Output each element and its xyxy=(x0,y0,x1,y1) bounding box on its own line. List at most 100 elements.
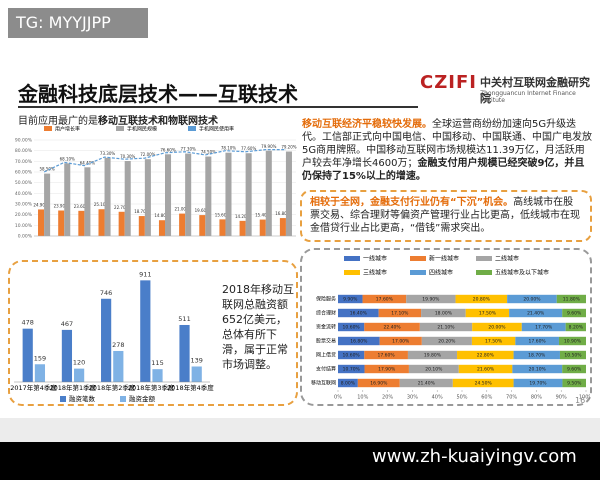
logo-mark: CZIFI xyxy=(420,72,477,93)
bar-segment xyxy=(379,336,422,346)
data-label: 467 xyxy=(61,320,73,328)
data-label: 17.00% xyxy=(392,339,410,345)
data-label: 278 xyxy=(112,341,124,349)
legend-label: 四线城市 xyxy=(429,269,453,277)
data-label: 23.60% xyxy=(74,204,89,209)
y-tick-label: 综合理财 xyxy=(316,310,336,317)
data-label: 22.70% xyxy=(114,205,129,210)
data-label: 746 xyxy=(100,289,112,297)
data-label: 79.20% xyxy=(281,145,296,150)
bar-segment xyxy=(562,364,586,374)
data-label: 77.60% xyxy=(241,146,256,151)
bar xyxy=(279,218,286,236)
bar-segment xyxy=(565,322,586,332)
line xyxy=(43,149,286,173)
data-label: 10.90% xyxy=(564,339,582,345)
bar xyxy=(225,152,232,236)
bar xyxy=(140,280,151,382)
paragraph: 移动互联经济平稳较快发展。全球运营商纷纷加速向5G升级迭代。工信部正式向中国电信… xyxy=(302,118,592,183)
bar xyxy=(158,220,165,236)
x-tick-label: 2018年第2季度 xyxy=(89,383,136,392)
bar-segment xyxy=(458,364,513,374)
legend-swatch xyxy=(410,270,426,275)
bar xyxy=(205,156,212,236)
y-tick-label: 30.00% xyxy=(15,202,33,208)
data-label: 24.50% xyxy=(475,381,493,387)
bar-segment xyxy=(558,336,586,346)
data-label: 64.40% xyxy=(80,160,95,165)
band xyxy=(0,418,600,442)
y-tick-label: 网上借贷 xyxy=(316,352,336,359)
bar-segment xyxy=(513,350,560,360)
legend-label: 五线城市及以下城市 xyxy=(495,269,549,277)
y-tick-label: 20.00% xyxy=(15,212,33,218)
text: 全球运营商纷纷加速向5G升级迭代。工信部正式向中国电信、中国移动、中国联通、中国… xyxy=(302,119,592,169)
data-label: 16.80% xyxy=(350,339,368,345)
bar-segment xyxy=(471,336,516,346)
data-label: 19.80% xyxy=(424,353,442,359)
data-label: 21.10% xyxy=(437,325,455,331)
data-label: 139 xyxy=(191,356,203,364)
legend-label: 二线城市 xyxy=(495,255,519,263)
bar-segment xyxy=(338,350,365,360)
data-label: 58.50% xyxy=(39,167,54,172)
data-label: 25.10% xyxy=(94,202,109,207)
data-label: 15.60% xyxy=(215,212,230,217)
legend-swatch xyxy=(410,256,426,261)
bar xyxy=(78,210,85,236)
bar xyxy=(58,210,65,236)
y-tick-label: 移动互联网 xyxy=(311,380,336,387)
data-label: 17.60% xyxy=(529,339,547,345)
bar xyxy=(44,173,51,236)
bar-segment xyxy=(455,294,508,304)
bar xyxy=(144,159,151,236)
bar-segment xyxy=(338,378,358,388)
data-label: 68.10% xyxy=(60,156,75,161)
x-tick-label: 80% xyxy=(531,395,542,401)
x-tick-label: 100% xyxy=(579,395,590,401)
bar xyxy=(124,161,131,236)
x-tick-label: 60% xyxy=(481,395,492,401)
x-tick-label: 10% xyxy=(357,395,368,401)
data-label: 9.60% xyxy=(567,311,582,317)
data-label: 20.20% xyxy=(438,339,456,345)
bar xyxy=(199,215,206,236)
legend-swatch xyxy=(188,126,196,131)
bar-segment xyxy=(515,336,559,346)
bar-segment xyxy=(406,294,456,304)
data-label: 10.70% xyxy=(343,367,361,373)
bar-segment xyxy=(452,378,514,388)
bar-segment xyxy=(513,378,563,388)
data-label: 911 xyxy=(139,270,151,278)
y-tick-label: 10.00% xyxy=(15,223,33,229)
bar xyxy=(104,157,111,236)
data-label: 20.10% xyxy=(529,367,547,373)
x-tick-label: 50% xyxy=(456,395,467,401)
data-label: 17.70% xyxy=(535,325,553,331)
bar xyxy=(101,298,112,382)
bar xyxy=(265,150,272,236)
data-label: 17.50% xyxy=(485,339,503,345)
bar-segment xyxy=(364,322,420,332)
data-label: 16.90% xyxy=(370,381,388,387)
data-label: 72.00% xyxy=(140,152,155,157)
legend-swatch xyxy=(344,256,360,261)
bar xyxy=(61,329,73,382)
x-tick-label: 2018年第4季度 xyxy=(167,383,214,392)
legend-label: 融资笔数 xyxy=(69,394,96,403)
data-label: 9.50% xyxy=(567,381,582,387)
data-label: 10.60% xyxy=(343,325,361,331)
data-label: 18.70% xyxy=(528,353,546,359)
data-label: 18.70% xyxy=(134,209,149,214)
data-label: 23.90% xyxy=(54,204,69,209)
bar-segment xyxy=(559,350,586,360)
box xyxy=(300,248,592,406)
bar xyxy=(285,151,292,236)
bar xyxy=(113,350,124,382)
bar xyxy=(34,364,46,382)
bar xyxy=(138,216,145,236)
y-tick-label: 股票交易 xyxy=(316,338,336,345)
x-tick-label: 90% xyxy=(556,395,567,401)
bar-segment xyxy=(357,378,400,388)
